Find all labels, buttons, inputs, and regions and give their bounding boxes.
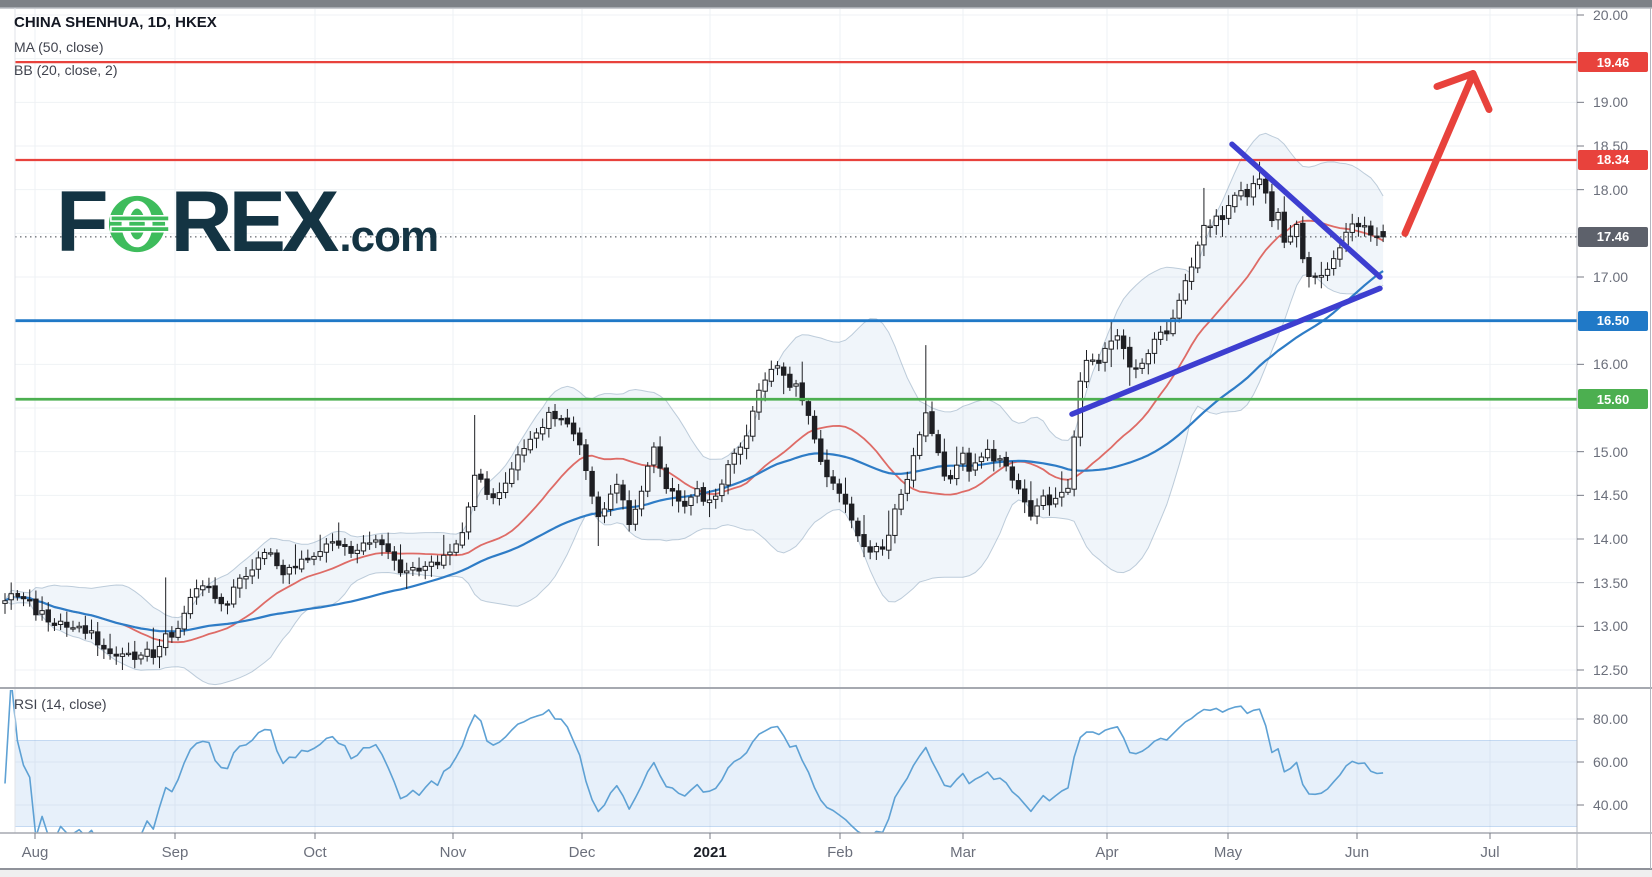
watermark-dotcom: .com: [339, 212, 439, 262]
symbol-title[interactable]: CHINA SHENHUA, 1D, HKEX: [14, 14, 217, 31]
window-top-strip: [0, 0, 1652, 8]
time-axis[interactable]: [0, 833, 1652, 869]
watermark-letter-f: F: [56, 174, 109, 270]
watermark-letters-rex: REX: [170, 174, 340, 270]
rsi-legend[interactable]: RSI (14, close): [14, 696, 107, 712]
forex-watermark: F REX .com: [56, 174, 439, 270]
bb-legend[interactable]: BB (20, close, 2): [14, 62, 118, 78]
forex-coin-icon: [107, 193, 169, 255]
price-axis[interactable]: [1577, 8, 1652, 833]
ma-legend[interactable]: MA (50, close): [14, 39, 104, 55]
